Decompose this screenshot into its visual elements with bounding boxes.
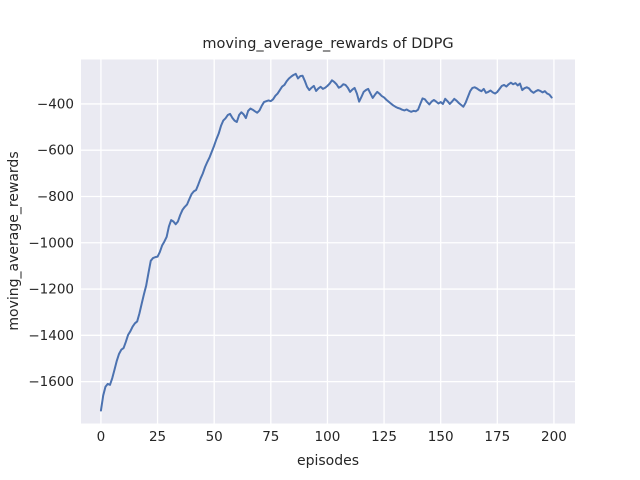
y-tick-label: −800 (37, 189, 74, 205)
y-tick-label: −1600 (28, 374, 74, 390)
x-tick-label: 75 (262, 429, 279, 445)
x-tick-label: 100 (315, 429, 341, 445)
x-tick-label: 175 (484, 429, 510, 445)
series-line (99, 72, 553, 412)
x-tick-label: 0 (97, 429, 106, 445)
y-axis-label: moving_average_rewards (6, 151, 22, 331)
y-tick-label: −600 (37, 143, 74, 159)
y-tick-label: −1200 (28, 282, 74, 298)
y-tick-label: −1000 (28, 235, 74, 251)
y-tick-label: −1400 (28, 328, 74, 344)
x-tick-label: 200 (541, 429, 567, 445)
x-tick-label: 50 (206, 429, 223, 445)
x-tick-label: 150 (428, 429, 454, 445)
y-tick-label: −400 (37, 96, 74, 112)
x-tick-label: 25 (149, 429, 166, 445)
x-tick-label: 125 (371, 429, 397, 445)
chart-title: moving_average_rewards of DDPG (202, 36, 454, 52)
x-axis-label: episodes (296, 453, 360, 469)
